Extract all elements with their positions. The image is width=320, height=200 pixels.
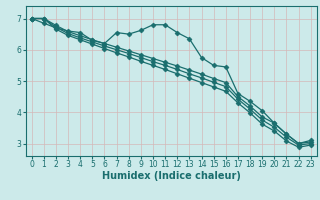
- X-axis label: Humidex (Indice chaleur): Humidex (Indice chaleur): [102, 171, 241, 181]
